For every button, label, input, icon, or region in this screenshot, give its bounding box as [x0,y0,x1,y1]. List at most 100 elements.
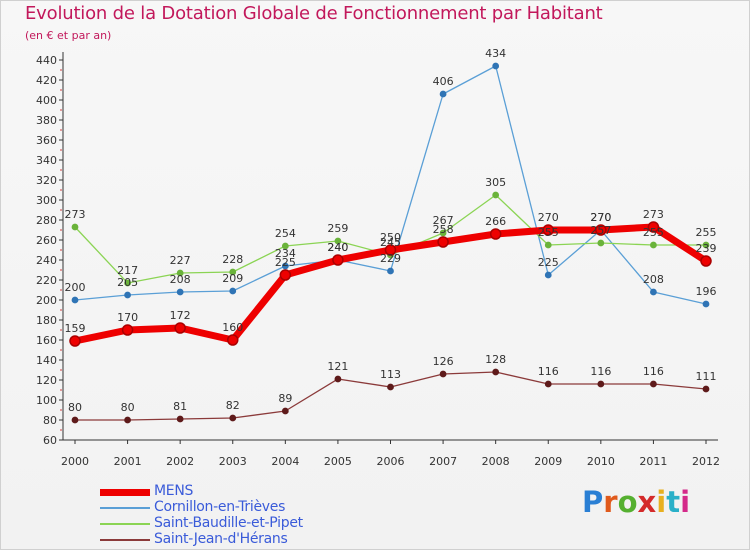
logo-letter: P [582,485,604,519]
data-label: 255 [696,226,717,239]
data-point [439,90,447,98]
data-point [597,380,605,388]
data-point [384,244,397,256]
data-label: 227 [170,254,191,267]
data-point [544,271,552,279]
data-point [439,229,447,237]
y-tick-label: 380 [36,114,57,127]
data-point [542,224,554,236]
data-point [174,322,186,334]
x-tick-label: 2006 [377,455,405,468]
data-point [334,237,342,245]
logo-letter: i [656,485,667,519]
y-tick-label: 220 [36,274,57,287]
data-point [281,242,289,250]
data-label: 200 [65,281,86,294]
data-point [229,414,237,422]
data-point [71,296,79,304]
data-point [489,228,502,240]
data-label: 240 [327,241,348,254]
data-point [702,385,710,393]
data-point [71,416,79,424]
data-label: 270 [590,211,611,224]
data-label: 228 [222,253,243,266]
logo-letter: o [617,485,638,519]
y-tick-label: 80 [43,414,57,427]
logo-letter: i [680,485,691,519]
data-label: 121 [327,360,348,373]
data-label: 229 [380,252,401,265]
data-label: 266 [485,215,506,228]
x-tick-label: 2007 [429,455,457,468]
y-tick-label: 440 [36,54,57,67]
data-label: 205 [117,276,138,289]
data-label: 245 [380,236,401,249]
data-label: 259 [327,222,348,235]
data-label: 82 [226,399,240,412]
data-point [71,223,79,231]
data-label: 159 [65,322,86,335]
data-point [492,368,500,376]
x-tick-label: 2005 [324,455,352,468]
data-point [281,407,289,415]
data-label: 406 [433,75,454,88]
data-point [700,255,712,267]
data-point [492,191,500,199]
data-point [176,269,184,277]
data-point [334,375,342,383]
data-label: 80 [68,401,82,414]
data-label: 225 [275,256,296,269]
data-label: 208 [643,273,664,286]
data-label: 267 [433,214,454,227]
data-label: 126 [433,355,454,368]
data-point [544,380,552,388]
data-label: 234 [275,247,296,260]
data-label: 128 [485,353,506,366]
data-point [124,291,131,299]
data-point [702,241,710,249]
data-point [702,300,710,308]
data-point [124,279,131,287]
y-tick-label: 140 [36,354,57,367]
x-tick-label: 2001 [114,455,142,468]
data-label: 255 [538,226,559,239]
data-point [595,224,607,236]
data-label: 239 [696,242,717,255]
y-tick-label: 60 [43,434,57,447]
data-point [227,334,239,346]
data-label: 250 [380,231,401,244]
data-point [439,370,447,378]
data-label: 160 [222,321,243,334]
legend-swatch [100,523,150,525]
data-point [387,383,394,391]
x-tick-label: 2008 [482,455,510,468]
data-point [387,267,394,275]
x-tick-label: 2002 [166,455,194,468]
legend-swatch [100,488,150,496]
y-tick-label: 320 [36,174,57,187]
legend-label: Saint-Baudille-et-Pipet [154,515,303,531]
y-tick-label: 400 [36,94,57,107]
y-tick-label: 360 [36,134,57,147]
chart-subtitle: (en € et par an) [25,29,112,42]
data-label: 80 [121,401,135,414]
y-tick-label: 280 [36,214,57,227]
data-point [124,416,131,424]
x-tick-label: 2000 [61,455,89,468]
y-tick-label: 300 [36,194,57,207]
y-tick-label: 420 [36,74,57,87]
data-label: 257 [590,224,611,237]
data-label: 270 [590,211,611,224]
data-point [332,254,344,266]
data-label: 434 [485,47,506,60]
data-label: 111 [696,370,717,383]
x-tick-label: 2012 [692,455,720,468]
x-tick-label: 2003 [219,455,247,468]
y-tick-label: 340 [36,154,57,167]
data-point [176,415,184,423]
data-point [650,380,657,388]
data-point [650,241,657,249]
data-point [229,268,237,276]
